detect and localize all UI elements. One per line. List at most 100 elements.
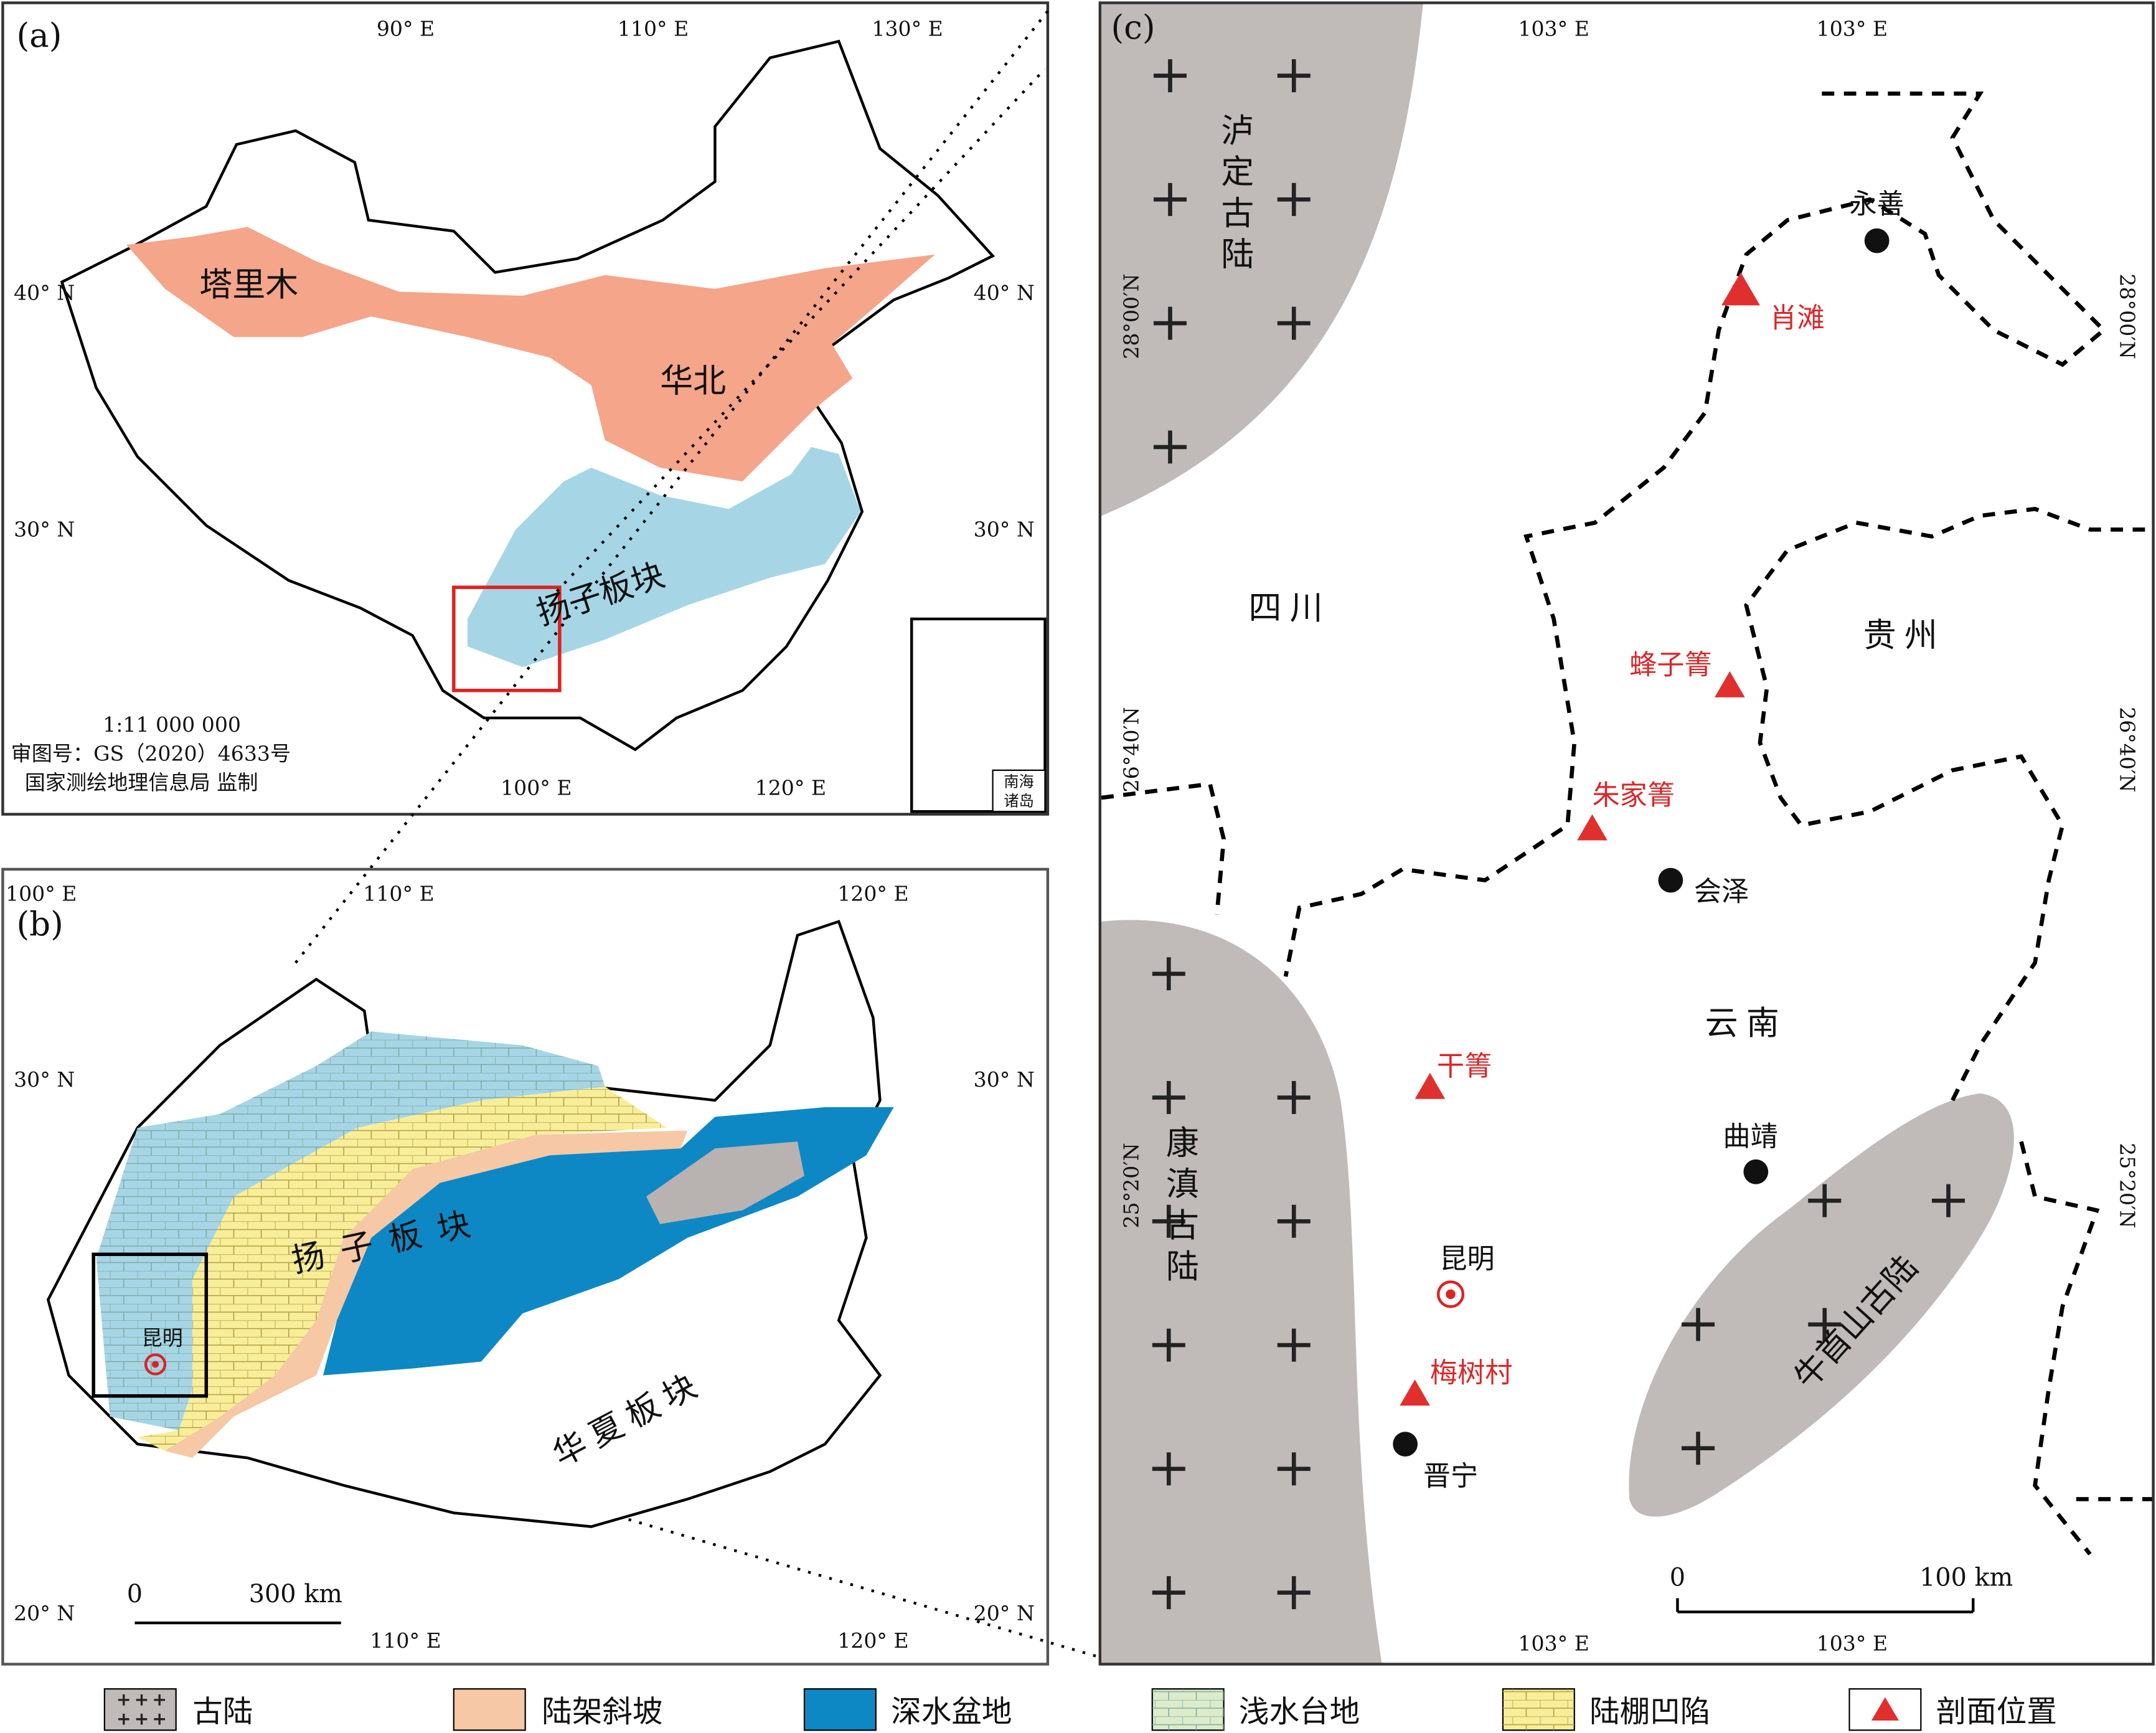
approval-text: 审图号：GS（2020）4633号: [11, 741, 291, 765]
panel-label: (a): [17, 17, 62, 55]
lon-label: 103° E: [1817, 1631, 1888, 1655]
kunming-marker: [1446, 1289, 1456, 1300]
scale-label: 0: [1670, 1564, 1685, 1592]
legend-label: 深水盆地: [891, 1694, 1012, 1729]
lon-label: 90° E: [377, 17, 435, 41]
panel-label: (b): [17, 905, 64, 943]
lon-label: 110° E: [618, 17, 689, 41]
legend-swatch: [803, 1688, 877, 1731]
lon-label: 110° E: [370, 1628, 441, 1653]
lat-label: 25°20′N: [1119, 1143, 1144, 1228]
legend-label: 古陆: [192, 1694, 253, 1729]
province-borders: [1101, 91, 2154, 1556]
lon-label: 100° E: [6, 882, 77, 906]
lat-label: 30° N: [14, 517, 75, 541]
city-marker: [1743, 1159, 1769, 1184]
lon-label: 103° E: [1518, 17, 1589, 41]
section-label: 梅树村: [1430, 1358, 1512, 1389]
lon-label: 130° E: [872, 17, 943, 41]
shallow-platform-pattern: [96, 1031, 605, 1431]
scale-text: 1:11 000 000: [103, 712, 241, 737]
city-label: 晋宁: [1423, 1460, 1478, 1492]
lat-label: 26°40′N: [2116, 707, 2140, 792]
city-label: 永善: [1850, 188, 1904, 220]
scale-label: 100 km: [1919, 1564, 2013, 1592]
lon-label: 120° E: [837, 1628, 908, 1653]
section-label: 朱家箐: [1592, 780, 1674, 811]
province-label: 四川: [1248, 589, 1331, 627]
section-marker: [1400, 1379, 1430, 1406]
section-marker: [1415, 1072, 1446, 1099]
inset-label: 诸岛: [1004, 791, 1034, 810]
panel-a: (a) 90° E 110° E 130° E 100° E 120° E 40…: [1, 1, 1050, 816]
publisher-text: 国家测绘地理信息局 监制: [25, 770, 258, 795]
frame: [1, 1, 1050, 816]
scale-label: 0: [127, 1580, 143, 1608]
oldland: [646, 1141, 804, 1224]
panel-label: (c): [1111, 9, 1156, 47]
scale-ticks: [1676, 1598, 1975, 1612]
lon-label: 100° E: [501, 776, 572, 800]
city-label: 会泽: [1694, 876, 1749, 908]
city-markers: [1393, 228, 1890, 1457]
region-label: 华北: [660, 362, 726, 400]
section-label: 干箐: [1437, 1051, 1492, 1082]
city-marker: [1393, 1432, 1418, 1457]
province-label: 云南: [1705, 1004, 1788, 1042]
legend-label: 陆棚凹陷: [1589, 1694, 1710, 1729]
north-block: [126, 227, 935, 482]
oldland-crosses: [1152, 59, 1965, 1610]
city-label: 昆明: [1439, 1243, 1494, 1275]
panel-b: (b) 100° E 110° E 120° E 110° E 120° E 3…: [1, 867, 1050, 1666]
region-label: 塔里木: [199, 266, 298, 304]
oldland: [1629, 1093, 2014, 1517]
lon-label: 120° E: [837, 882, 908, 906]
legend-marker: [1871, 1697, 1899, 1721]
lat-label: 40° N: [974, 281, 1035, 305]
city-marker: [1864, 228, 1890, 253]
lat-label: 40° N: [14, 281, 75, 305]
section-markers: [1400, 272, 1760, 1406]
oldland: [1101, 920, 1382, 1665]
yangtze-block: [467, 446, 861, 668]
lon-label: 120° E: [755, 776, 826, 800]
legend-pattern: [1502, 1689, 1575, 1731]
scale-label: 300 km: [249, 1580, 342, 1608]
panel-c: (c) 103° E 103° E 103° E 103° E 28°00′N …: [1098, 1, 2155, 1666]
legend-swatch: [103, 1688, 177, 1731]
legend-label: 浅水台地: [1239, 1694, 1360, 1729]
city-label: 昆明: [141, 1326, 182, 1350]
oldland-label: 康滇古陆: [1160, 1125, 1198, 1290]
city-label: 曲靖: [1723, 1121, 1777, 1153]
lat-label: 30° N: [974, 1067, 1035, 1092]
city-marker: [1658, 867, 1683, 893]
lon-label: 103° E: [1518, 1631, 1589, 1655]
legend-pattern: [118, 1694, 166, 1725]
lat-label: 20° N: [14, 1601, 75, 1625]
lat-label: 26°40′N: [1119, 707, 1144, 792]
section-label: 蜂子箐: [1629, 649, 1711, 681]
section-marker: [1577, 814, 1608, 841]
inset-label: 南海: [1004, 772, 1034, 790]
legend: 古陆 陆架斜坡 深水盆地 浅水台地 陆棚凹陷 剖面位置: [103, 1688, 2057, 1731]
legend-pattern: [1152, 1689, 1224, 1731]
kunming-marker: [152, 1361, 159, 1368]
section-marker: [1721, 272, 1760, 306]
frame: [1098, 1, 2155, 1666]
lat-label: 30° N: [14, 1067, 75, 1092]
oldland: [1101, 2, 1423, 516]
shelf-slope: [165, 1130, 688, 1458]
lon-label: 103° E: [1817, 17, 1888, 41]
connector: [294, 10, 1049, 964]
lat-label: 25°20′N: [2116, 1143, 2140, 1228]
oldland-label: 泸定古陆: [1216, 113, 1254, 278]
legend-label: 陆架斜坡: [542, 1694, 662, 1729]
lat-label: 30° N: [974, 517, 1035, 541]
lon-label: 110° E: [363, 882, 434, 906]
section-marker: [1715, 671, 1745, 697]
province-label: 贵州: [1863, 616, 1946, 654]
lat-label: 28°00′N: [2116, 273, 2140, 359]
study-area-box: [452, 585, 562, 692]
kunming-marker: [1436, 1280, 1465, 1308]
